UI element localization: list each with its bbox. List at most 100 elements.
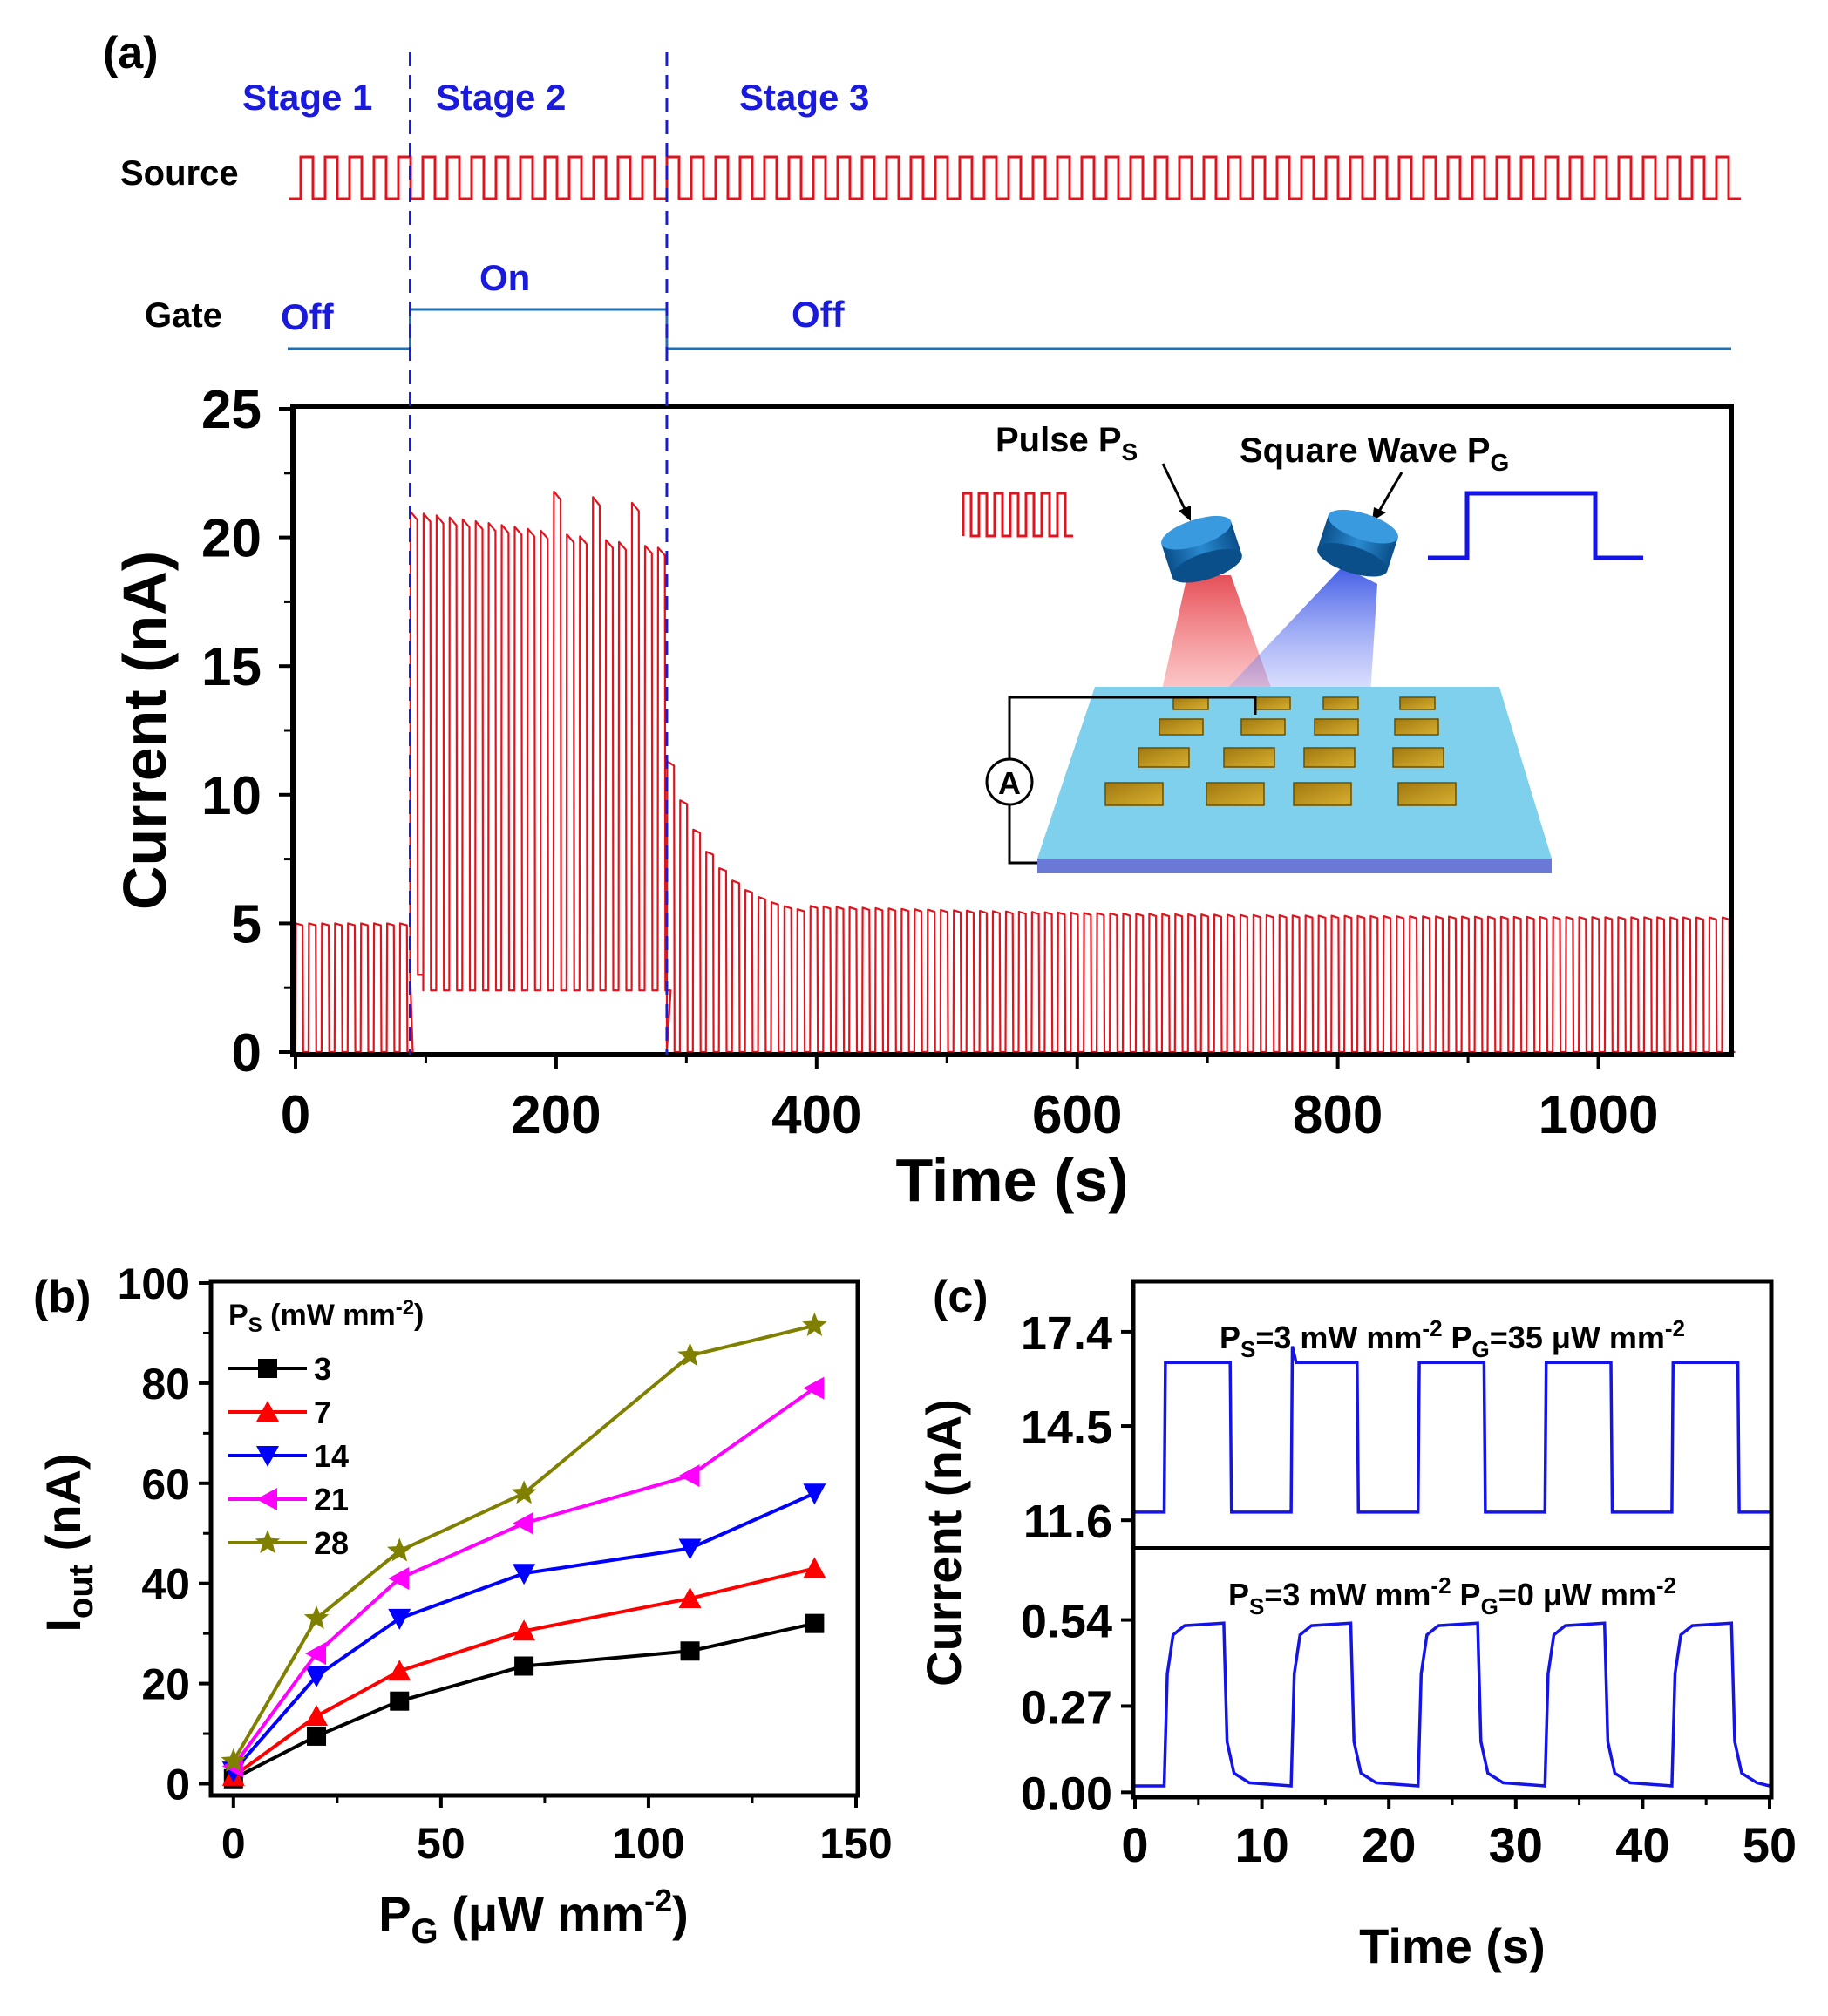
annotation-part: S bbox=[1249, 1593, 1264, 1619]
x-tick-label: 30 bbox=[1489, 1817, 1543, 1872]
stage-labels: Stage 1 Stage 2 Stage 3 bbox=[242, 77, 869, 118]
electrode-pad bbox=[1322, 696, 1359, 710]
x-tick-label: 200 bbox=[511, 1085, 601, 1145]
panel-b-label: (b) bbox=[33, 1272, 91, 1322]
series-line bbox=[232, 1566, 815, 1778]
annotation-part: -2 bbox=[1665, 1315, 1685, 1341]
top-current-trace bbox=[1135, 1346, 1770, 1514]
electrode-pad bbox=[1392, 747, 1444, 768]
x-tick-label: 10 bbox=[1234, 1817, 1288, 1872]
annotation-part: -2 bbox=[1430, 1572, 1451, 1599]
electrode-pad bbox=[1104, 782, 1164, 806]
legend-label: 14 bbox=[314, 1438, 349, 1474]
legend-label: 21 bbox=[314, 1482, 349, 1517]
y-tick-label: 5 bbox=[232, 894, 262, 954]
electrode-pad bbox=[1394, 718, 1439, 736]
ammeter-wire bbox=[1008, 696, 1257, 865]
stage-2-label: Stage 2 bbox=[436, 77, 566, 118]
blue-beam bbox=[1194, 567, 1377, 723]
pulse-arrow-head bbox=[1179, 506, 1191, 521]
marker-triangle-left bbox=[803, 1376, 825, 1400]
gate-label: Gate bbox=[145, 296, 222, 335]
legend-title: PS (mW mm-2) bbox=[228, 1296, 424, 1337]
x-tick-label: 40 bbox=[1615, 1817, 1669, 1872]
x-tick-label: 400 bbox=[771, 1085, 861, 1145]
gate-signal bbox=[288, 308, 1731, 350]
marker-triangle-left bbox=[256, 1488, 277, 1510]
x-tick-label: 50 bbox=[417, 1819, 465, 1868]
marker-star bbox=[511, 1480, 537, 1504]
bottom-current-trace bbox=[1135, 1621, 1770, 1788]
x-tick-label: 800 bbox=[1293, 1085, 1383, 1145]
plot-c-ticks: 0 10 20 30 40 50 11.6 14.5 17.4 0.00 0.27 0.54 bbox=[1021, 1307, 1797, 1872]
y-tick-label: 60 bbox=[141, 1460, 190, 1509]
annotation-part: P bbox=[1220, 1320, 1240, 1355]
electrode-pad bbox=[1223, 747, 1275, 768]
series-line bbox=[232, 1323, 815, 1762]
marker-triangle-up bbox=[305, 1704, 329, 1726]
x-tick-label: 600 bbox=[1032, 1085, 1122, 1145]
plot-a-xlabel: Time (s) bbox=[895, 1146, 1128, 1214]
marker-square bbox=[390, 1691, 410, 1711]
x-tick-label: 1000 bbox=[1539, 1085, 1659, 1145]
y-tick-label: 0.27 bbox=[1021, 1681, 1112, 1734]
pulse-ps-label: Pulse PS bbox=[996, 421, 1138, 465]
y-tick-label: 17.4 bbox=[1021, 1307, 1112, 1360]
marker-triangle-up bbox=[513, 1619, 536, 1641]
marker-triangle-down bbox=[678, 1538, 702, 1560]
legend-label: 7 bbox=[314, 1395, 331, 1430]
marker-star bbox=[303, 1605, 330, 1630]
plot-b-series bbox=[221, 1312, 827, 1789]
source-pulse-train bbox=[289, 155, 1741, 200]
annotation-part: =0 μW mm bbox=[1498, 1577, 1656, 1612]
y-tick-label: 15 bbox=[201, 637, 262, 697]
inset-pulse-waveform bbox=[962, 492, 1073, 538]
annotation-part: P bbox=[1451, 1577, 1481, 1612]
marker-triangle-left bbox=[305, 1642, 327, 1666]
marker-triangle-down bbox=[803, 1483, 826, 1505]
marker-triangle-down bbox=[305, 1666, 329, 1687]
marker-triangle-left bbox=[513, 1511, 534, 1535]
stage-3-label: Stage 3 bbox=[739, 77, 869, 118]
x-tick-label: 50 bbox=[1743, 1817, 1797, 1872]
marker-star bbox=[255, 1530, 281, 1554]
marker-triangle-down bbox=[513, 1564, 536, 1585]
plot-c-xlabel: Time (s) bbox=[1359, 1918, 1546, 1973]
panel-a-label: (a) bbox=[103, 28, 159, 78]
x-tick-label: 0 bbox=[281, 1085, 310, 1145]
series-line bbox=[232, 1491, 816, 1773]
marker-triangle-up bbox=[678, 1586, 702, 1608]
plot-b-ylabel: Iout (nA) bbox=[36, 1453, 100, 1632]
y-tick-label: 25 bbox=[201, 380, 262, 440]
current-trace bbox=[294, 490, 1736, 1054]
inset-square-waveform bbox=[1428, 491, 1643, 560]
electrode-pad bbox=[1172, 696, 1209, 710]
marker-triangle-up bbox=[388, 1660, 411, 1681]
pulse-light-source-icon bbox=[1161, 515, 1242, 583]
marker-star bbox=[802, 1312, 827, 1336]
substrate-front bbox=[1037, 859, 1552, 873]
y-tick-label: 0 bbox=[166, 1761, 190, 1809]
annotation-part: =3 mW mm bbox=[1264, 1577, 1430, 1612]
pulse-arrow bbox=[1161, 463, 1189, 515]
y-tick-label: 0.54 bbox=[1021, 1596, 1112, 1648]
marker-square bbox=[307, 1726, 327, 1746]
electrode-pad bbox=[1303, 747, 1356, 768]
gate-state-off-1: Off bbox=[281, 296, 335, 337]
x-tick-label: 20 bbox=[1362, 1817, 1416, 1872]
plot-b-xlabel: PG (μW mm-2) bbox=[378, 1883, 689, 1951]
annotation-part: S bbox=[1240, 1336, 1255, 1362]
ammeter-label: A bbox=[998, 765, 1021, 801]
y-tick-label: 0 bbox=[232, 1023, 262, 1083]
stage-boundary-lines bbox=[409, 52, 669, 1055]
electrode-pads bbox=[1104, 696, 1457, 806]
marker-star bbox=[677, 1342, 703, 1367]
gate-state-on: On bbox=[479, 257, 530, 298]
y-tick-label: 80 bbox=[141, 1360, 190, 1408]
series-28 bbox=[221, 1312, 827, 1772]
ammeter-icon bbox=[985, 757, 1034, 806]
electrode-pad bbox=[1397, 782, 1457, 806]
square-light-source-icon bbox=[1317, 509, 1398, 577]
electrode-pad bbox=[1240, 718, 1286, 736]
